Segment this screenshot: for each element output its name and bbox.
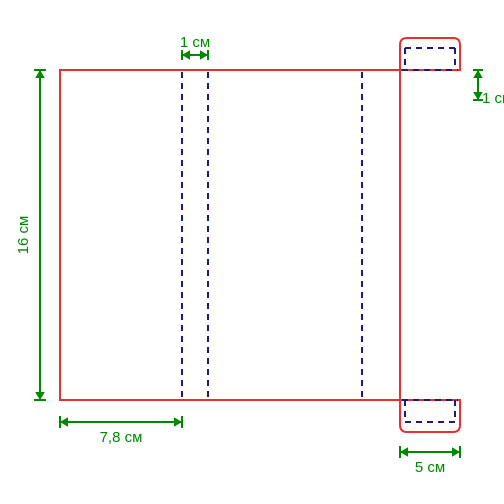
main-body-outline bbox=[60, 70, 400, 400]
bottom-flap-outline bbox=[400, 400, 460, 432]
top-flap-outline bbox=[400, 38, 460, 70]
arrow-head bbox=[182, 50, 190, 60]
arrow-head bbox=[35, 70, 45, 78]
arrow-head bbox=[174, 417, 182, 427]
dim-label-bottom-right: 5 см bbox=[415, 459, 445, 476]
dim-label-top-spine: 1 см bbox=[180, 34, 210, 51]
arrow-head bbox=[35, 392, 45, 400]
arrow-head bbox=[473, 70, 483, 78]
dim-label-bottom-left: 7,8 см bbox=[100, 429, 143, 446]
arrow-head bbox=[400, 447, 408, 457]
arrow-head bbox=[60, 417, 68, 427]
dim-label-right-flap: 1 см bbox=[482, 90, 504, 107]
arrow-head bbox=[452, 447, 460, 457]
arrow-head bbox=[200, 50, 208, 60]
dim-label-height: 16 см bbox=[15, 216, 32, 255]
